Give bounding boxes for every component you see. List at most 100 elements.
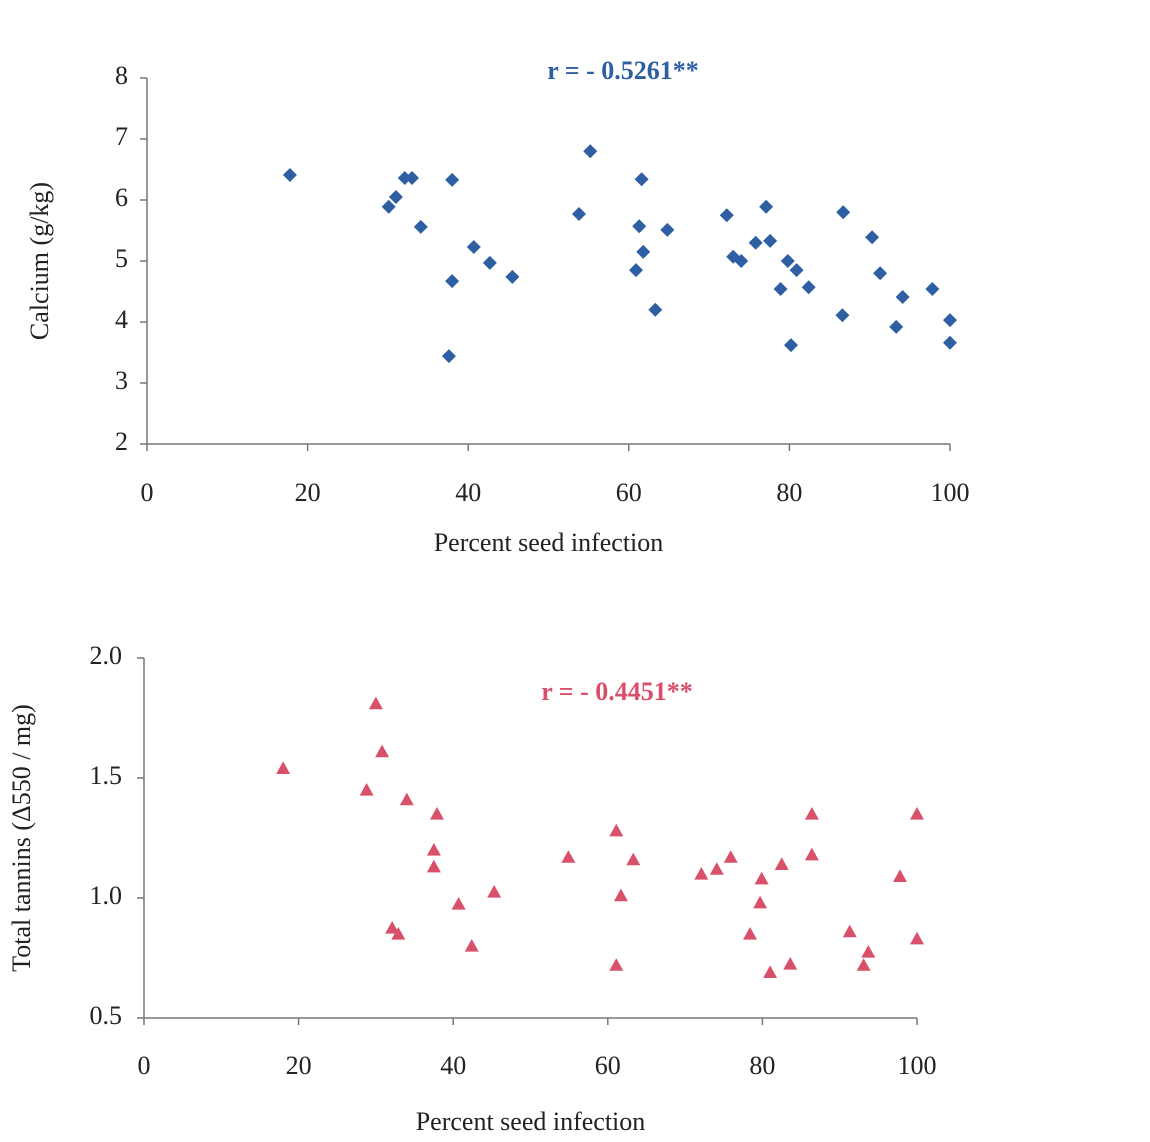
y-tick-label: 6 (115, 183, 128, 212)
annotation: r = - 0.5261** (547, 56, 699, 85)
x-axis-title: Percent seed infection (434, 528, 664, 557)
point (802, 280, 816, 294)
point (648, 303, 662, 317)
y-axis-title: Calcium (g/kg) (25, 182, 54, 340)
point (465, 939, 479, 952)
y-tick-label: 1.0 (90, 881, 123, 910)
point (572, 207, 586, 221)
point (427, 860, 441, 873)
point (583, 144, 597, 158)
y-tick-label: 3 (115, 366, 128, 395)
point (636, 245, 650, 259)
point (505, 270, 519, 284)
y-tick-label: 1.5 (90, 761, 123, 790)
point (755, 872, 769, 885)
point (561, 850, 575, 863)
point (781, 254, 795, 268)
point (400, 793, 414, 806)
point (843, 925, 857, 938)
point (805, 848, 819, 861)
x-tick-label: 0 (141, 478, 154, 507)
point (865, 230, 879, 244)
point (889, 320, 903, 334)
point (369, 697, 383, 710)
point (445, 274, 459, 288)
point (283, 168, 297, 182)
y-tick-label: 2.0 (90, 641, 123, 670)
point (873, 266, 887, 280)
point (743, 927, 757, 940)
point (857, 958, 871, 971)
point (783, 957, 797, 970)
point (910, 807, 924, 820)
y-tick-label: 5 (115, 244, 128, 273)
point (389, 190, 403, 204)
x-axis-title: Percent seed infection (416, 1107, 646, 1136)
point (861, 945, 875, 958)
y-axis-title: Total tannins (Δ550 / mg) (7, 704, 36, 972)
point (943, 313, 957, 327)
x-tick-label: 100 (898, 1051, 937, 1080)
y-tick-label: 8 (115, 61, 128, 90)
x-tick-label: 0 (138, 1051, 151, 1080)
point (375, 745, 389, 758)
point (430, 807, 444, 820)
point (382, 200, 396, 214)
point (896, 290, 910, 304)
point (925, 282, 939, 296)
point (467, 240, 481, 254)
point (763, 234, 777, 248)
point (790, 263, 804, 277)
point (609, 824, 623, 837)
point (452, 897, 466, 910)
point (775, 857, 789, 870)
x-tick-label: 40 (440, 1051, 466, 1080)
point (609, 958, 623, 971)
point (635, 172, 649, 186)
point (724, 850, 738, 863)
annotation: r = - 0.4451** (541, 677, 693, 706)
point (614, 889, 628, 902)
point (360, 783, 374, 796)
point (632, 219, 646, 233)
point (836, 205, 850, 219)
point (483, 256, 497, 270)
x-tick-label: 80 (776, 478, 802, 507)
point (805, 807, 819, 820)
point (749, 236, 763, 250)
point (405, 171, 419, 185)
y-tick-label: 4 (115, 305, 128, 334)
y-tick-label: 7 (115, 122, 128, 151)
point (660, 223, 674, 237)
point (893, 869, 907, 882)
figure: 2345678020406080100Percent seed infectio… (0, 0, 1150, 1142)
point (694, 867, 708, 880)
point (835, 308, 849, 322)
point (784, 338, 798, 352)
x-tick-label: 100 (931, 478, 970, 507)
point (763, 965, 777, 978)
point (943, 336, 957, 350)
point (910, 932, 924, 945)
y-tick-label: 0.5 (90, 1001, 123, 1030)
point (753, 896, 767, 909)
point (626, 853, 640, 866)
x-tick-label: 20 (295, 478, 321, 507)
y-tick-label: 2 (115, 427, 128, 456)
point (629, 263, 643, 277)
x-tick-label: 60 (616, 478, 642, 507)
point (487, 885, 501, 898)
x-tick-label: 20 (286, 1051, 312, 1080)
point (710, 862, 724, 875)
point (720, 208, 734, 222)
point (442, 349, 456, 363)
x-tick-label: 60 (595, 1051, 621, 1080)
x-tick-label: 40 (455, 478, 481, 507)
point (774, 282, 788, 296)
x-tick-label: 80 (749, 1051, 775, 1080)
point (276, 761, 290, 774)
point (759, 200, 773, 214)
point (427, 843, 441, 856)
point (414, 220, 428, 234)
point (445, 173, 459, 187)
